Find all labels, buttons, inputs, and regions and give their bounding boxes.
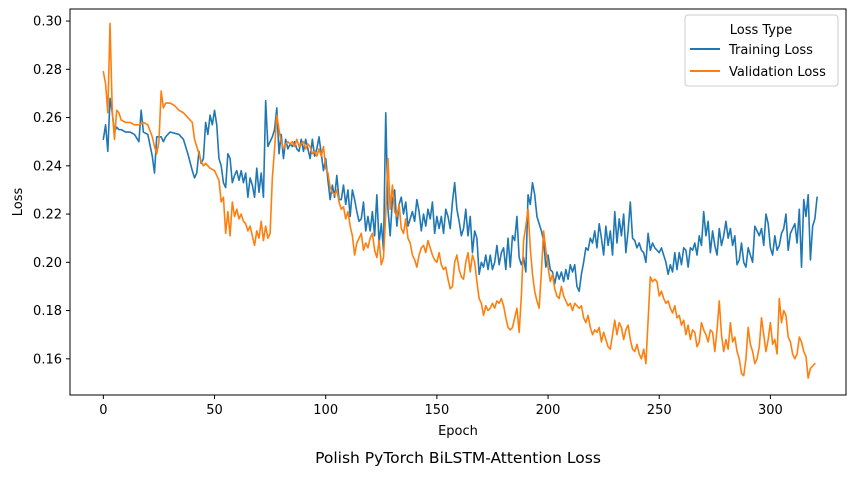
y-tick-label: 0.26 bbox=[33, 111, 62, 126]
y-tick-label: 0.20 bbox=[33, 256, 62, 271]
y-tick-label: 0.28 bbox=[33, 63, 62, 78]
y-tick-label: 0.22 bbox=[33, 208, 62, 223]
y-tick-label: 0.30 bbox=[33, 15, 62, 30]
x-tick-label: 200 bbox=[536, 403, 561, 418]
legend-label-training-loss: Training Loss bbox=[728, 43, 813, 58]
series-layer bbox=[102, 22, 818, 379]
y-tick-label: 0.16 bbox=[33, 352, 62, 367]
y-axis-label: Loss bbox=[11, 188, 26, 217]
x-tick-label: 100 bbox=[313, 403, 338, 418]
plot-frame bbox=[69, 8, 847, 396]
y-tick-label: 0.24 bbox=[33, 159, 62, 174]
series-line-training-loss bbox=[102, 97, 818, 293]
y-tick-label: 0.18 bbox=[33, 304, 62, 319]
legend-label-validation-loss: Validation Loss bbox=[729, 65, 826, 80]
y-axis-ticks: 0.16 0.18 0.20 0.22 0.24 0.26 0.28 0.30 bbox=[33, 15, 70, 367]
legend-frame bbox=[684, 14, 839, 87]
x-tick-label: 150 bbox=[424, 403, 449, 418]
series-line-validation-loss bbox=[102, 22, 816, 379]
chart-title: Polish PyTorch BiLSTM-Attention Loss bbox=[315, 449, 601, 467]
legend-title: Loss Type bbox=[730, 23, 793, 38]
x-axis-ticks: 0 50 100 150 200 250 300 bbox=[99, 395, 783, 418]
x-tick-label: 50 bbox=[206, 403, 223, 418]
x-axis-label: Epoch bbox=[438, 424, 478, 439]
legend: Loss Type Training Loss Validation Loss bbox=[684, 14, 839, 87]
x-tick-label: 300 bbox=[758, 403, 783, 418]
x-tick-label: 0 bbox=[99, 403, 107, 418]
x-tick-label: 250 bbox=[647, 403, 672, 418]
